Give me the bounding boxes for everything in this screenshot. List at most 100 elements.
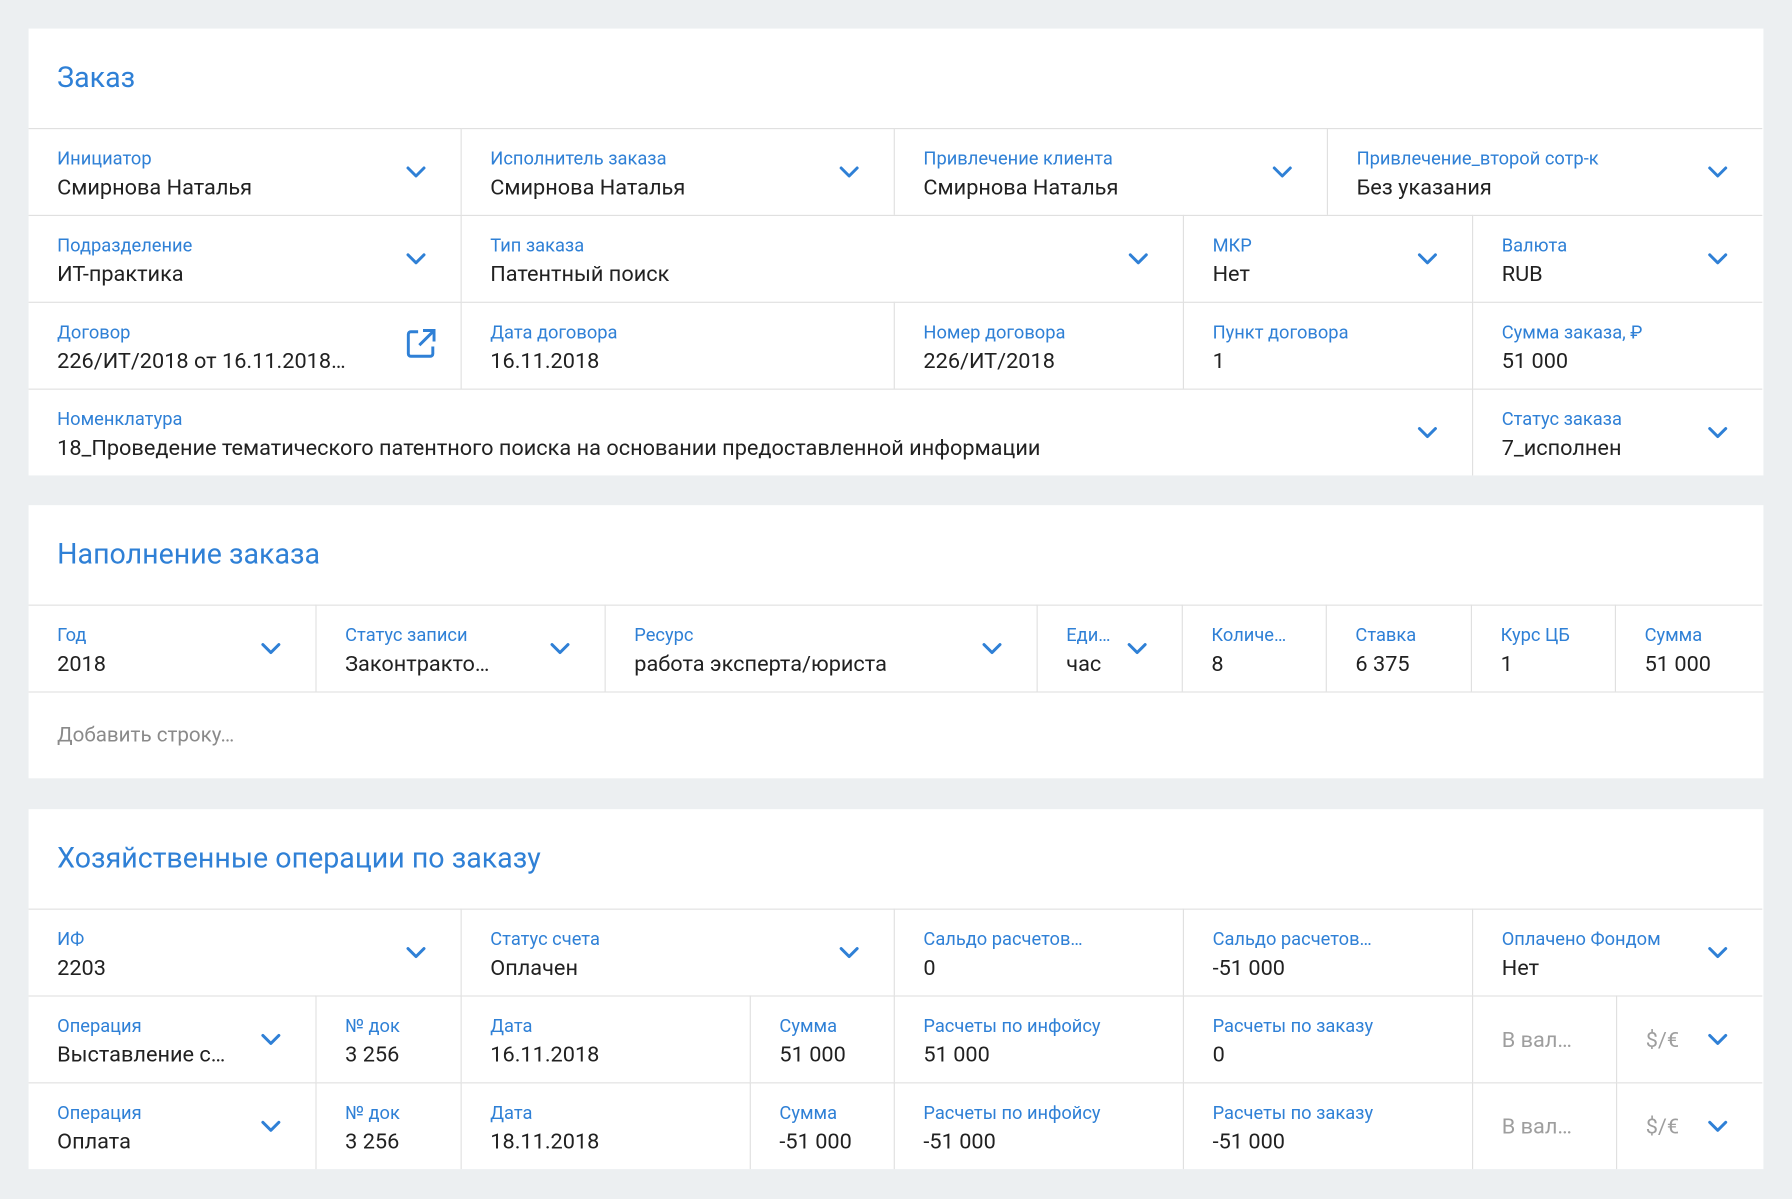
field[interactable]: $/€ (1617, 1082, 1763, 1169)
field-placeholder: $/€ (1645, 1113, 1680, 1140)
field-value: Смирнова Наталья (923, 173, 1119, 200)
field: Сальдо расчетов… 0 (894, 908, 1184, 996)
dropdown-icon[interactable] (1702, 243, 1734, 275)
field-value: -51 000 (923, 1127, 996, 1155)
field-value: 51 000 (779, 1041, 846, 1068)
dropdown-icon[interactable] (255, 1024, 287, 1056)
field-value: 7_исполнен (1501, 434, 1622, 461)
field-value: Нет (1212, 260, 1250, 287)
dropdown-icon[interactable] (1411, 243, 1443, 275)
dropdown-icon[interactable] (255, 633, 287, 665)
dropdown-icon[interactable] (544, 633, 576, 665)
field-value: 16.11.2018 (490, 1041, 600, 1068)
field[interactable]: Инициатор Смирнова Наталья (28, 127, 462, 215)
field: Расчеты по инфойсу 51 000 (894, 995, 1184, 1083)
field-label: Статус записи (345, 623, 468, 646)
field-label: Расчеты по заказу (1212, 1014, 1374, 1037)
field-label: Подразделение (57, 234, 193, 256)
dropdown-icon[interactable] (1122, 243, 1154, 275)
field-value: час (1066, 650, 1102, 677)
field[interactable]: Статус записи Законтракто… (316, 604, 606, 692)
field[interactable]: Еди… час (1037, 604, 1183, 692)
field: № док 3 256 (316, 1082, 462, 1170)
field-value: 51 000 (1644, 650, 1711, 677)
field[interactable]: Операция Выставление с… (28, 995, 317, 1083)
section-card: Наполнение заказа Год 2018 Статус записи Зак… (28, 505, 1764, 779)
field-placeholder: $/€ (1645, 1026, 1680, 1053)
field-label: Курс ЦБ (1500, 623, 1570, 646)
field-label: Дата (490, 1014, 533, 1037)
field[interactable]: Привлечение клиента Смирнова Наталья (894, 127, 1328, 215)
dropdown-icon[interactable] (400, 157, 432, 189)
field-value: 1 (1500, 650, 1513, 677)
field-value: Патентный поиск (490, 260, 670, 287)
field-label: Ресурс (634, 623, 694, 646)
dropdown-icon[interactable] (1702, 937, 1734, 969)
field-value: 8 (1211, 650, 1224, 677)
dropdown-icon[interactable] (1411, 417, 1443, 449)
field-label: Операция (57, 1101, 142, 1124)
add-row[interactable]: Добавить строку… (28, 691, 1764, 778)
field[interactable]: Подразделение ИТ-практика (28, 214, 462, 302)
field-value: -51 000 (1212, 954, 1285, 981)
field-label: Статус счета (490, 927, 600, 950)
section-title: Хозяйственные операции по заказу (57, 842, 541, 876)
field-label: Сумма (1644, 623, 1703, 646)
field-label: Год (57, 623, 87, 646)
field: № док 3 256 (316, 995, 462, 1083)
field[interactable]: ИФ 2203 (28, 908, 462, 996)
field-label: ИФ (57, 927, 85, 950)
dropdown-icon[interactable] (833, 157, 865, 189)
field: Номер договора 226/ИТ/2018 (894, 301, 1184, 389)
field[interactable]: Статус заказа 7_исполнен (1473, 388, 1763, 476)
field[interactable]: $/€ (1617, 995, 1763, 1082)
field[interactable]: Оплачено Фондом Нет (1473, 908, 1763, 996)
field-value: Оплачен (490, 954, 578, 981)
field-label: Валюта (1501, 234, 1568, 256)
dropdown-icon[interactable] (976, 633, 1008, 665)
dropdown-icon[interactable] (400, 243, 432, 275)
field[interactable]: Исполнитель заказа Смирнова Наталья (461, 127, 895, 215)
dropdown-icon[interactable] (400, 937, 432, 969)
dropdown-icon[interactable] (255, 1111, 287, 1143)
field-label: МКР (1212, 234, 1252, 256)
dropdown-icon[interactable] (1702, 157, 1734, 189)
field-label: Привлечение клиента (923, 147, 1113, 170)
field[interactable]: Год 2018 (28, 604, 317, 692)
dropdown-icon[interactable] (1121, 633, 1153, 665)
field-label: № док (345, 1101, 400, 1124)
dropdown-icon[interactable] (1702, 1111, 1734, 1143)
dropdown-icon[interactable] (1266, 157, 1298, 189)
field: Пункт договора 1 (1183, 301, 1474, 389)
open-link-icon[interactable] (403, 327, 436, 359)
field-value: Оплата (57, 1127, 131, 1155)
field[interactable]: Ресурс работа эксперта/юриста (605, 604, 1038, 692)
field[interactable]: Номенклатура 18_Проведение тематического … (28, 388, 1474, 476)
field-value: 1 (1212, 347, 1225, 374)
field-label: Инициатор (57, 147, 152, 170)
field-label: Количе… (1211, 623, 1287, 646)
field: Сумма 51 000 (1615, 604, 1763, 692)
field-label: Исполнитель заказа (490, 147, 667, 170)
field: В вал… (1473, 1082, 1618, 1170)
field-label: Сумма заказа, ₽ (1501, 321, 1643, 343)
field[interactable]: Статус счета Оплачен (461, 908, 895, 996)
field-label: Ставка (1355, 623, 1417, 646)
field-value: Без указания (1356, 173, 1492, 200)
field: Ставка 6 375 (1326, 604, 1472, 692)
field[interactable]: Операция Оплата (28, 1082, 317, 1170)
field[interactable]: Тип заказа Патентный поиск (461, 214, 1184, 302)
dropdown-icon[interactable] (833, 937, 865, 969)
dropdown-icon[interactable] (1702, 1024, 1734, 1056)
field[interactable]: МКР Нет (1183, 214, 1474, 302)
add-row-text[interactable]: Добавить строку… (57, 723, 235, 748)
dropdown-icon[interactable] (1702, 417, 1734, 449)
field: Дата договора 16.11.2018 (461, 301, 895, 389)
field[interactable]: Валюта RUB (1473, 214, 1763, 302)
field-label: Привлечение_второй сотр-к (1356, 147, 1599, 170)
field[interactable]: Привлечение_второй сотр-к Без указания (1327, 127, 1763, 215)
field-label: № док (345, 1014, 400, 1037)
field-value: Нет (1501, 954, 1540, 981)
field: Расчеты по заказу -51 000 (1183, 1082, 1474, 1170)
